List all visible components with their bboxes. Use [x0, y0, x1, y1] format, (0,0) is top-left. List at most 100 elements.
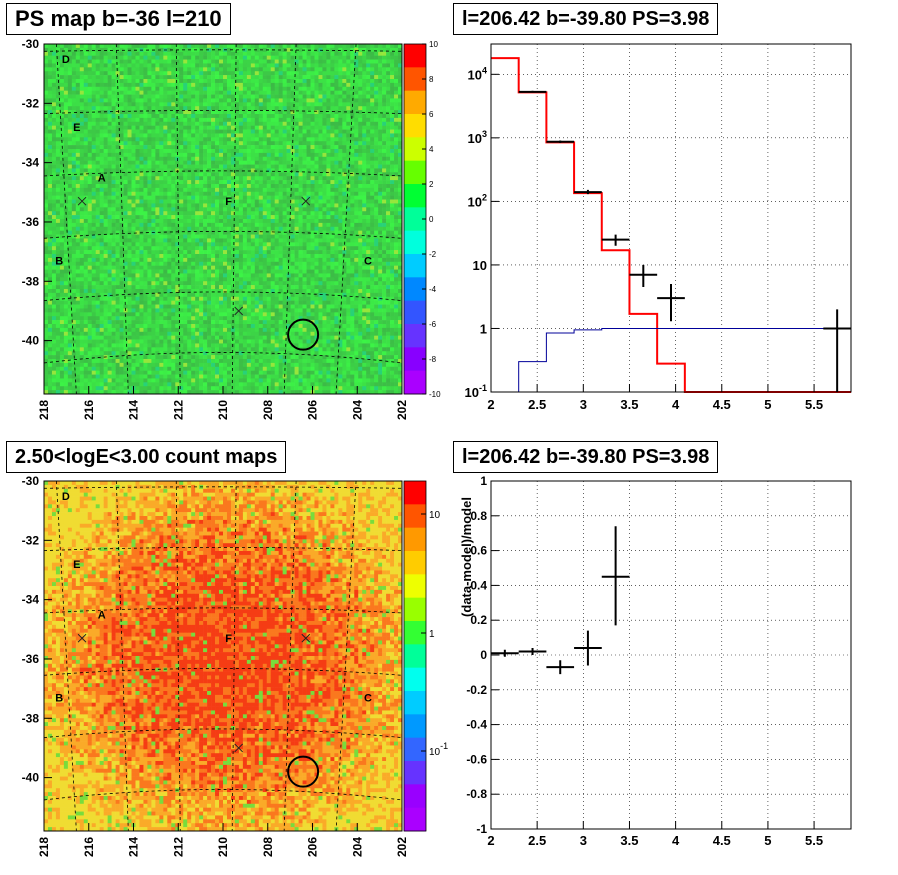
ps-map-title: PS map b=-36 l=210	[6, 3, 231, 35]
y-tick-label: -38	[22, 711, 40, 725]
y-tick-label: -34	[22, 156, 40, 170]
count-map-chart: D E A F B C -30 -32 -34 -36 -38 -40 218 216 214 212 210 2…	[22, 474, 448, 857]
count-map-panel: D E A F B C -30 -32 -34 -36 -38 -40 218 216 214 212 210 2…	[0, 437, 449, 875]
data-point	[823, 309, 851, 392]
residual-point	[574, 630, 602, 666]
source-label-F: F	[225, 633, 232, 645]
x-tick-label: 208	[261, 837, 275, 857]
y-tick-label: -0.6	[466, 752, 487, 766]
y-tick-label: -30	[22, 474, 40, 488]
x-tick-label: 3	[580, 397, 587, 412]
colorbar-tick-label: 0	[429, 215, 434, 224]
source-label-D: D	[62, 491, 70, 503]
data-point	[574, 189, 602, 195]
y-tick-label: -40	[22, 334, 40, 348]
y-tick-label: 0.2	[470, 613, 487, 627]
residual-point	[601, 526, 630, 626]
colorbar-tick-label: -2	[429, 250, 437, 259]
x-tick-label: 3.5	[620, 833, 638, 848]
y-axis-title: (data-model)/model	[459, 497, 474, 617]
model-source-line	[491, 327, 851, 393]
x-tick-label: 202	[395, 837, 409, 857]
colorbar-tick-label: -8	[429, 355, 437, 364]
y-tick-label: -36	[22, 215, 40, 229]
x-tick-label: 214	[127, 400, 141, 420]
spectrum-panel: 2 2.5 3 3.5 4 4.5 5 5.5 10-1 1 10 102 103 104 l=206.4…	[449, 0, 898, 437]
source-label-D: D	[62, 54, 70, 66]
y-tick-label: 104	[468, 65, 487, 82]
x-tick-label: 218	[37, 400, 51, 420]
spectrum-frame	[490, 43, 852, 393]
colorbar-tick-label: -4	[429, 285, 437, 294]
x-tick-label: 2.5	[528, 397, 546, 412]
x-marker	[234, 743, 244, 753]
cm-grid	[43, 480, 403, 832]
x-tick-label: 4	[672, 397, 680, 412]
x-tick-label: 204	[350, 837, 364, 857]
x-marker	[77, 633, 87, 643]
source-label-C: C	[364, 693, 372, 705]
x-tick-label: 208	[261, 400, 275, 420]
x-tick-label: 2	[487, 833, 494, 848]
x-tick-label: 210	[216, 400, 230, 420]
source-label-F: F	[225, 196, 232, 208]
x-tick-label: 3	[580, 833, 587, 848]
x-tick-label: 204	[350, 400, 364, 420]
data-point	[546, 140, 575, 143]
y-tick-label: -0.2	[466, 683, 487, 697]
y-tick-label: -1	[476, 822, 487, 836]
spectrum-grid	[490, 44, 851, 393]
ps-grid	[43, 43, 403, 395]
ps-map-panel: PS map b=-36 l=210 D E A F B C -30 -32 -34 -36 -38…	[0, 0, 449, 437]
source-label-B: B	[55, 256, 63, 268]
y-tick-label: -0.4	[466, 718, 487, 732]
colorbar-tick-label: 10-1	[429, 741, 448, 758]
y-tick-label: 0.8	[470, 509, 487, 523]
source-label-A: A	[98, 609, 106, 621]
x-marker	[301, 633, 311, 643]
colorbar-tick-label: -6	[429, 320, 437, 329]
y-tick-label: 1	[480, 321, 487, 336]
y-tick-label: -0.8	[466, 787, 487, 801]
y-tick-label: -30	[22, 37, 40, 51]
residual-point	[518, 648, 547, 655]
x-tick-label: 5	[764, 833, 771, 848]
y-tick-label: 10	[473, 258, 487, 273]
colorbar-tick-label: 10	[429, 40, 438, 49]
count-map-title: 2.50<logE<3.00 count maps	[6, 441, 287, 473]
x-tick-label: 206	[306, 837, 320, 857]
source-label-E: E	[73, 122, 80, 134]
x-tick-label: 206	[306, 400, 320, 420]
x-tick-label: 4.5	[713, 397, 731, 412]
y-tick-label: 102	[468, 192, 487, 209]
colorbar-tick-label: 4	[429, 145, 434, 154]
source-label-A: A	[98, 172, 106, 184]
colorbar-tick-label: 10	[429, 510, 441, 521]
cm-pixels	[44, 481, 403, 832]
y-tick-label: 1	[480, 474, 487, 488]
y-tick-label: 0.6	[470, 544, 487, 558]
x-tick-label: 218	[37, 837, 51, 857]
residuals-grid	[490, 480, 851, 830]
y-tick-label: -40	[22, 771, 40, 785]
y-tick-label: 103	[468, 129, 487, 146]
x-tick-label: 4.5	[713, 833, 731, 848]
x-tick-label: 216	[82, 837, 96, 857]
source-label-C: C	[364, 256, 372, 268]
x-tick-label: 3.5	[620, 397, 638, 412]
colorbar-tick-label: 2	[429, 180, 434, 189]
x-marker	[77, 196, 87, 206]
residuals-title: l=206.42 b=-39.80 PS=3.98	[453, 441, 719, 473]
ps-colorbar	[403, 43, 427, 395]
colorbar-tick-label: 8	[429, 75, 434, 84]
residuals-chart: 2 2.5 3 3.5 4 4.5 5 5.5 -1 -0.8 -0.6 -0.4 -0.2 0 0.2 0.…	[459, 474, 852, 848]
x-tick-label: 5.5	[805, 833, 823, 848]
source-circle	[287, 755, 320, 788]
x-tick-label: 202	[395, 400, 409, 420]
colorbar-tick-label: 1	[429, 629, 435, 640]
data-point	[518, 90, 547, 93]
spectrum-chart: 2 2.5 3 3.5 4 4.5 5 5.5 10-1 1 10 102 103 104	[465, 43, 852, 412]
y-tick-label: 0	[480, 648, 487, 662]
ps-pixels	[44, 44, 403, 395]
